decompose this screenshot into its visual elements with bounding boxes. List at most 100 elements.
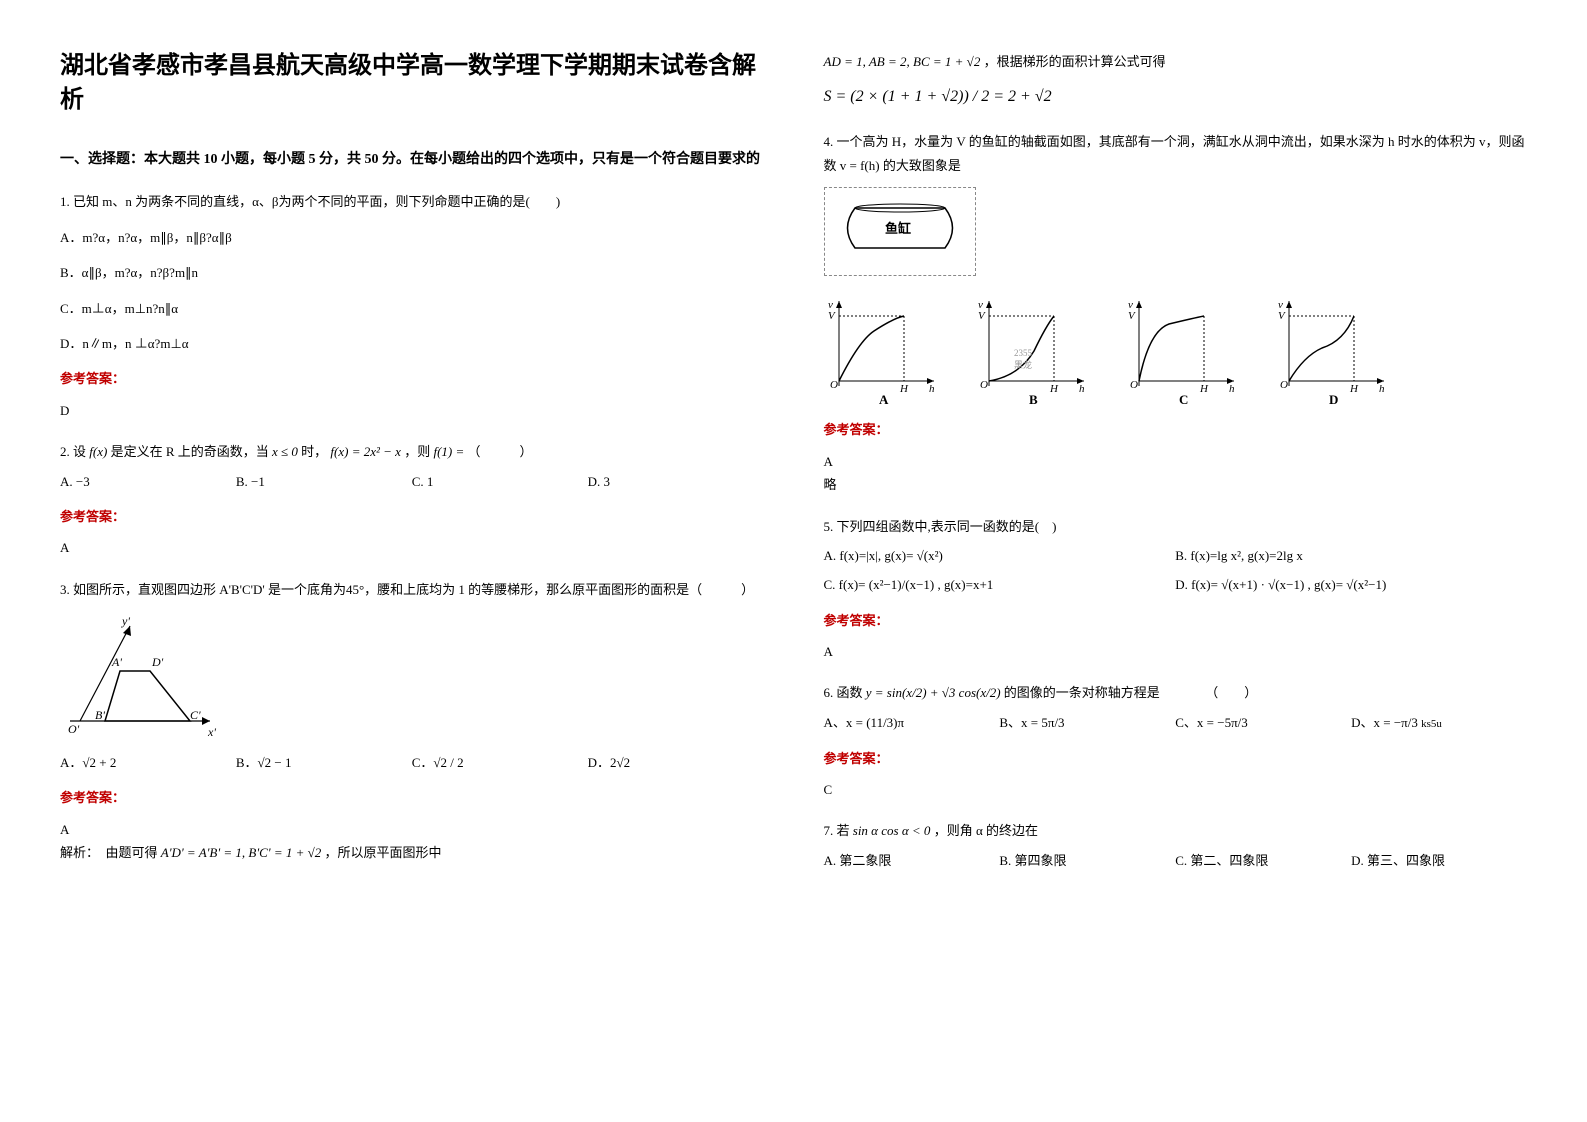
question-2: 2. 设 f(x) 是定义在 R 上的奇函数，当 x ≤ 0 时， f(x) =… <box>60 440 764 560</box>
q7-options: A. 第二象限 B. 第四象限 C. 第二、四象限 D. 第三、四象限 <box>824 849 1528 872</box>
question-7: 7. 若 sin α cos α < 0 ，则角 α 的终边在 A. 第二象限 … <box>824 819 1528 872</box>
fish-label: 鱼缸 <box>885 221 911 236</box>
q7-opt-a: A. 第二象限 <box>824 849 1000 872</box>
q2-options: A. −3 B. −1 C. 1 D. 3 <box>60 470 764 493</box>
q2-opt-d: D. 3 <box>588 470 764 493</box>
label-A: A' <box>111 655 122 669</box>
question-3: 3. 如图所示，直观图四边形 A'B'C'D' 是一个底角为45°，腰和上底均为… <box>60 578 764 865</box>
q3-exp-mid: ，所以原平面图形中 <box>325 845 442 860</box>
q3-explain-continued: AD = 1, AB = 2, BC = 1 + √2 ，根据梯形的面积计算公式… <box>824 50 1528 73</box>
q7-opt-d: D. 第三、四象限 <box>1351 849 1527 872</box>
q3-explain: 解析： 由题可得 A'D' = A'B' = 1, B'C' = 1 + √2 … <box>60 841 764 864</box>
svg-text:H: H <box>1349 383 1359 395</box>
question-4: 4. 一个高为 H，水量为 V 的鱼缸的轴截面如图，其底部有一个洞，满缸水从洞中… <box>824 130 1528 496</box>
svg-text:O: O <box>1280 379 1288 391</box>
q7-expr: sin α cos α < 0 <box>853 823 931 838</box>
section-1-header: 一、选择题：本大题共 10 小题，每小题 5 分，共 50 分。在每小题给出的四… <box>60 147 764 172</box>
q2-f1: f(1) = <box>433 444 464 459</box>
q2-close: （ ） <box>468 444 533 459</box>
q1-opt-a: A．m?α，n?α，m∥β，n∥β?α∥β <box>60 226 764 249</box>
svg-text:2355: 2355 <box>1014 348 1033 358</box>
q3-formula-S: S = (2 × (1 + 1 + √2)) / 2 = 2 + √2 <box>824 83 1528 112</box>
q3-opt-c: C．√2 / 2 <box>412 751 588 774</box>
q5-stem: 5. 下列四组函数中,表示同一函数的是( ) <box>824 515 1528 538</box>
q7-pre: 7. 若 <box>824 823 850 838</box>
q2-opt-c: C. 1 <box>412 470 588 493</box>
svg-text:V: V <box>1278 310 1286 322</box>
q2-stem: 2. 设 f(x) 是定义在 R 上的奇函数，当 x ≤ 0 时， f(x) =… <box>60 440 764 463</box>
q5-row1: A. f(x)=|x|, g(x)= √(x²) B. f(x)=lg x², … <box>824 544 1528 567</box>
q6-answer-label: 参考答案： <box>824 747 1528 770</box>
svg-text:A: A <box>879 392 889 406</box>
q7-opt-c: C. 第二、四象限 <box>1175 849 1351 872</box>
svg-text:v: v <box>828 299 833 311</box>
q5-answer: A <box>824 640 1528 663</box>
q3-answer: A <box>60 818 764 841</box>
svg-text:H: H <box>1049 383 1059 395</box>
svg-text:黑龙: 黑龙 <box>1014 359 1032 370</box>
q4-graphs: O H h V v A O H <box>824 296 1528 406</box>
q4-note: 略 <box>824 473 1528 496</box>
q3-opt-b: B．√2 − 1 <box>236 751 412 774</box>
q1-answer-label: 参考答案： <box>60 367 764 390</box>
label-C: C' <box>190 708 201 722</box>
svg-text:B: B <box>1029 392 1038 406</box>
label-O: O' <box>68 722 80 736</box>
q5-row2: C. f(x)= (x²−1)/(x−1) , g(x)=x+1 D. f(x)… <box>824 573 1528 596</box>
svg-text:D: D <box>1329 392 1338 406</box>
q3-diagram: O' x' y' B' C' A' D' <box>60 611 220 741</box>
q7-post: ，则角 α 的终边在 <box>934 823 1038 838</box>
q6-tail: ks5u <box>1421 718 1442 730</box>
exam-title: 湖北省孝感市孝昌县航天高级中学高一数学理下学期期末试卷含解析 <box>60 50 764 117</box>
q3-opt-d: D．2√2 <box>588 751 764 774</box>
svg-text:C: C <box>1179 392 1188 406</box>
q5-opt-c: C. f(x)= (x²−1)/(x−1) , g(x)=x+1 <box>824 573 1176 596</box>
q5-opt-a: A. f(x)=|x|, g(x)= √(x²) <box>824 544 1176 567</box>
q2-fx: f(x) <box>89 444 107 459</box>
q7-opt-b: B. 第四象限 <box>999 849 1175 872</box>
q1-stem: 1. 已知 m、n 为两条不同的直线，α、β为两个不同的平面，则下列命题中正确的… <box>60 190 764 213</box>
q2-end: ，则 <box>404 444 430 459</box>
q3-options: A．√2 + 2 B．√2 − 1 C．√2 / 2 D．2√2 <box>60 751 764 774</box>
q6-opt-b: B、x = 5π/3 <box>999 711 1175 735</box>
q5-answer-label: 参考答案： <box>824 609 1528 632</box>
q2-mid: 是定义在 R 上的奇函数，当 <box>111 444 269 459</box>
left-column: 湖北省孝感市孝昌县航天高级中学高一数学理下学期期末试卷含解析 一、选择题：本大题… <box>60 30 764 890</box>
label-D: D' <box>151 655 164 669</box>
q1-opt-d: D．n∥m，n ⊥α?m⊥α <box>60 332 764 355</box>
svg-text:h: h <box>1079 383 1085 395</box>
q7-stem: 7. 若 sin α cos α < 0 ，则角 α 的终边在 <box>824 819 1528 842</box>
q6-answer: C <box>824 778 1528 801</box>
svg-text:v: v <box>978 299 983 311</box>
question-6: 6. 函数 y = sin(x/2) + √3 cos(x/2) 的图像的一条对… <box>824 681 1528 801</box>
q6-opt-c: C、x = −5π/3 <box>1175 711 1351 735</box>
q4-answer: A <box>824 450 1528 473</box>
q6-opt-d: D、x = −π/3 ks5u <box>1351 711 1527 735</box>
q2-expr: f(x) = 2x² − x <box>330 444 401 459</box>
q1-opt-c: C．m⊥α，m⊥n?n∥α <box>60 297 764 320</box>
svg-text:h: h <box>929 383 935 395</box>
q6-post: 的图像的一条对称轴方程是 （ ） <box>1004 685 1258 700</box>
q6-opt-a: A、x = (11/3)π <box>824 711 1000 735</box>
q6-expr: y = sin(x/2) + √3 cos(x/2) <box>866 685 1001 700</box>
q6-opt-d-text: D、x = −π/3 <box>1351 715 1418 730</box>
q4-graph-a: O H h V v A <box>824 296 944 406</box>
svg-text:h: h <box>1229 383 1235 395</box>
q3-exp-e1: A'D' = A'B' = 1, B'C' = 1 + √2 <box>161 845 322 860</box>
label-y: y' <box>121 614 130 628</box>
label-B: B' <box>95 708 105 722</box>
label-x: x' <box>207 725 216 739</box>
q3-opt-a: A．√2 + 2 <box>60 751 236 774</box>
svg-text:O: O <box>1130 379 1138 391</box>
svg-text:O: O <box>980 379 988 391</box>
question-1: 1. 已知 m、n 为两条不同的直线，α、β为两个不同的平面，则下列命题中正确的… <box>60 190 764 422</box>
q3-exp-e2: AD = 1, AB = 2, BC = 1 + √2 <box>824 54 981 69</box>
question-5: 5. 下列四组函数中,表示同一函数的是( ) A. f(x)=|x|, g(x)… <box>824 515 1528 664</box>
q4-answer-label: 参考答案： <box>824 418 1528 441</box>
q2-answer-label: 参考答案： <box>60 505 764 528</box>
q5-opt-d: D. f(x)= √(x+1) · √(x−1) , g(x)= √(x²−1) <box>1175 573 1527 596</box>
q4-graph-c: O H h V v C <box>1124 296 1244 406</box>
q4-fish-diagram: 鱼缸 <box>824 187 976 276</box>
svg-text:h: h <box>1379 383 1385 395</box>
q6-pre: 6. 函数 <box>824 685 863 700</box>
